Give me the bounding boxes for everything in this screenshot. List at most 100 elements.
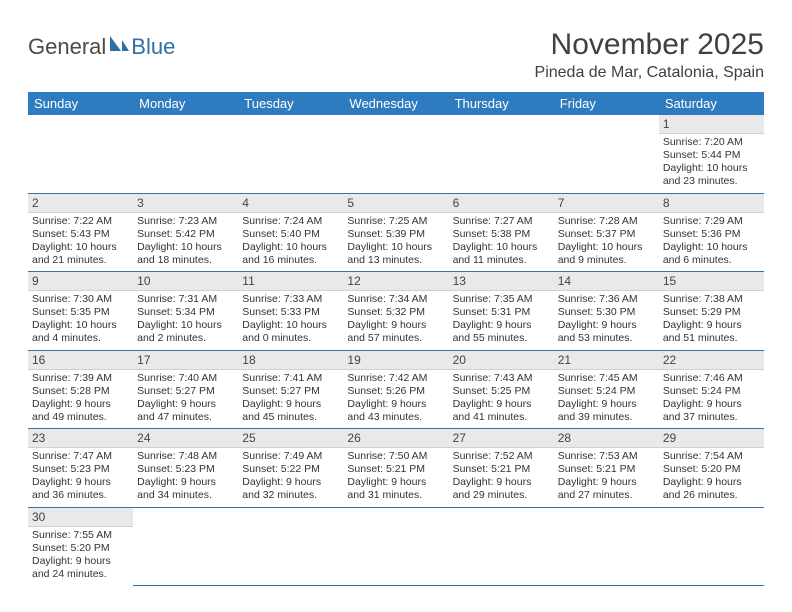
day-header: Monday xyxy=(133,92,238,115)
calendar-cell: 28Sunrise: 7:53 AMSunset: 5:21 PMDayligh… xyxy=(554,429,659,508)
calendar-cell: 1Sunrise: 7:20 AMSunset: 5:44 PMDaylight… xyxy=(659,115,764,193)
day-details: Sunrise: 7:40 AMSunset: 5:27 PMDaylight:… xyxy=(133,370,238,429)
day-number: 23 xyxy=(28,429,133,448)
calendar-row: 30Sunrise: 7:55 AMSunset: 5:20 PMDayligh… xyxy=(28,507,764,585)
day-header: Wednesday xyxy=(343,92,448,115)
day-number: 2 xyxy=(28,194,133,213)
calendar-cell: 9Sunrise: 7:30 AMSunset: 5:35 PMDaylight… xyxy=(28,272,133,351)
day-header: Saturday xyxy=(659,92,764,115)
day-header: Friday xyxy=(554,92,659,115)
calendar-cell: 5Sunrise: 7:25 AMSunset: 5:39 PMDaylight… xyxy=(343,193,448,272)
logo-text-1: General xyxy=(28,34,106,60)
day-number: 26 xyxy=(343,429,448,448)
day-details: Sunrise: 7:28 AMSunset: 5:37 PMDaylight:… xyxy=(554,213,659,272)
calendar-cell: 22Sunrise: 7:46 AMSunset: 5:24 PMDayligh… xyxy=(659,350,764,429)
day-details: Sunrise: 7:41 AMSunset: 5:27 PMDaylight:… xyxy=(238,370,343,429)
day-number: 18 xyxy=(238,351,343,370)
day-number: 10 xyxy=(133,272,238,291)
calendar-cell: 20Sunrise: 7:43 AMSunset: 5:25 PMDayligh… xyxy=(449,350,554,429)
day-details: Sunrise: 7:29 AMSunset: 5:36 PMDaylight:… xyxy=(659,213,764,272)
header: General Blue November 2025 Pineda de Mar… xyxy=(28,28,764,82)
day-header: Tuesday xyxy=(238,92,343,115)
calendar-cell xyxy=(554,115,659,193)
day-number: 28 xyxy=(554,429,659,448)
day-number: 9 xyxy=(28,272,133,291)
day-details: Sunrise: 7:46 AMSunset: 5:24 PMDaylight:… xyxy=(659,370,764,429)
calendar-cell xyxy=(238,507,343,585)
day-number: 25 xyxy=(238,429,343,448)
day-number: 4 xyxy=(238,194,343,213)
day-header: Thursday xyxy=(449,92,554,115)
calendar-row: 1Sunrise: 7:20 AMSunset: 5:44 PMDaylight… xyxy=(28,115,764,193)
day-number: 3 xyxy=(133,194,238,213)
calendar-cell: 15Sunrise: 7:38 AMSunset: 5:29 PMDayligh… xyxy=(659,272,764,351)
day-number: 22 xyxy=(659,351,764,370)
calendar-cell: 11Sunrise: 7:33 AMSunset: 5:33 PMDayligh… xyxy=(238,272,343,351)
day-details: Sunrise: 7:38 AMSunset: 5:29 PMDaylight:… xyxy=(659,291,764,350)
calendar-cell xyxy=(343,115,448,193)
day-details: Sunrise: 7:42 AMSunset: 5:26 PMDaylight:… xyxy=(343,370,448,429)
calendar-cell: 21Sunrise: 7:45 AMSunset: 5:24 PMDayligh… xyxy=(554,350,659,429)
day-details: Sunrise: 7:30 AMSunset: 5:35 PMDaylight:… xyxy=(28,291,133,350)
day-number: 21 xyxy=(554,351,659,370)
month-title: November 2025 xyxy=(535,28,764,62)
day-number: 6 xyxy=(449,194,554,213)
day-details: Sunrise: 7:20 AMSunset: 5:44 PMDaylight:… xyxy=(659,134,764,193)
calendar-cell: 29Sunrise: 7:54 AMSunset: 5:20 PMDayligh… xyxy=(659,429,764,508)
calendar-cell xyxy=(238,115,343,193)
calendar-cell: 27Sunrise: 7:52 AMSunset: 5:21 PMDayligh… xyxy=(449,429,554,508)
calendar-row: 9Sunrise: 7:30 AMSunset: 5:35 PMDaylight… xyxy=(28,272,764,351)
day-details: Sunrise: 7:35 AMSunset: 5:31 PMDaylight:… xyxy=(449,291,554,350)
calendar-cell xyxy=(659,507,764,585)
calendar-body: 1Sunrise: 7:20 AMSunset: 5:44 PMDaylight… xyxy=(28,115,764,585)
day-details: Sunrise: 7:50 AMSunset: 5:21 PMDaylight:… xyxy=(343,448,448,507)
day-details: Sunrise: 7:27 AMSunset: 5:38 PMDaylight:… xyxy=(449,213,554,272)
day-number: 24 xyxy=(133,429,238,448)
day-details: Sunrise: 7:54 AMSunset: 5:20 PMDaylight:… xyxy=(659,448,764,507)
calendar-cell: 2Sunrise: 7:22 AMSunset: 5:43 PMDaylight… xyxy=(28,193,133,272)
day-number: 1 xyxy=(659,115,764,134)
calendar-head: SundayMondayTuesdayWednesdayThursdayFrid… xyxy=(28,92,764,115)
day-number: 15 xyxy=(659,272,764,291)
day-details: Sunrise: 7:22 AMSunset: 5:43 PMDaylight:… xyxy=(28,213,133,272)
day-details: Sunrise: 7:25 AMSunset: 5:39 PMDaylight:… xyxy=(343,213,448,272)
location: Pineda de Mar, Catalonia, Spain xyxy=(535,64,764,82)
day-number: 29 xyxy=(659,429,764,448)
calendar-cell: 18Sunrise: 7:41 AMSunset: 5:27 PMDayligh… xyxy=(238,350,343,429)
calendar-cell xyxy=(343,507,448,585)
calendar-cell xyxy=(449,115,554,193)
calendar-cell: 23Sunrise: 7:47 AMSunset: 5:23 PMDayligh… xyxy=(28,429,133,508)
calendar-cell: 13Sunrise: 7:35 AMSunset: 5:31 PMDayligh… xyxy=(449,272,554,351)
day-number: 12 xyxy=(343,272,448,291)
day-number: 11 xyxy=(238,272,343,291)
day-details: Sunrise: 7:52 AMSunset: 5:21 PMDaylight:… xyxy=(449,448,554,507)
day-number: 17 xyxy=(133,351,238,370)
day-details: Sunrise: 7:23 AMSunset: 5:42 PMDaylight:… xyxy=(133,213,238,272)
day-details: Sunrise: 7:33 AMSunset: 5:33 PMDaylight:… xyxy=(238,291,343,350)
day-number: 16 xyxy=(28,351,133,370)
calendar-cell: 24Sunrise: 7:48 AMSunset: 5:23 PMDayligh… xyxy=(133,429,238,508)
day-number: 8 xyxy=(659,194,764,213)
day-details: Sunrise: 7:55 AMSunset: 5:20 PMDaylight:… xyxy=(28,527,133,586)
calendar-cell: 7Sunrise: 7:28 AMSunset: 5:37 PMDaylight… xyxy=(554,193,659,272)
day-details: Sunrise: 7:49 AMSunset: 5:22 PMDaylight:… xyxy=(238,448,343,507)
day-details: Sunrise: 7:31 AMSunset: 5:34 PMDaylight:… xyxy=(133,291,238,350)
day-number: 13 xyxy=(449,272,554,291)
day-number: 19 xyxy=(343,351,448,370)
calendar-cell: 6Sunrise: 7:27 AMSunset: 5:38 PMDaylight… xyxy=(449,193,554,272)
logo-text-2: Blue xyxy=(131,34,175,60)
calendar-cell: 30Sunrise: 7:55 AMSunset: 5:20 PMDayligh… xyxy=(28,507,133,585)
day-details: Sunrise: 7:43 AMSunset: 5:25 PMDaylight:… xyxy=(449,370,554,429)
day-details: Sunrise: 7:47 AMSunset: 5:23 PMDaylight:… xyxy=(28,448,133,507)
day-number: 14 xyxy=(554,272,659,291)
calendar-cell xyxy=(449,507,554,585)
day-number: 30 xyxy=(28,508,133,527)
calendar-cell xyxy=(28,115,133,193)
calendar-cell: 16Sunrise: 7:39 AMSunset: 5:28 PMDayligh… xyxy=(28,350,133,429)
calendar-cell xyxy=(554,507,659,585)
calendar: SundayMondayTuesdayWednesdayThursdayFrid… xyxy=(28,92,764,586)
calendar-cell: 14Sunrise: 7:36 AMSunset: 5:30 PMDayligh… xyxy=(554,272,659,351)
calendar-cell: 10Sunrise: 7:31 AMSunset: 5:34 PMDayligh… xyxy=(133,272,238,351)
day-details: Sunrise: 7:34 AMSunset: 5:32 PMDaylight:… xyxy=(343,291,448,350)
calendar-row: 16Sunrise: 7:39 AMSunset: 5:28 PMDayligh… xyxy=(28,350,764,429)
